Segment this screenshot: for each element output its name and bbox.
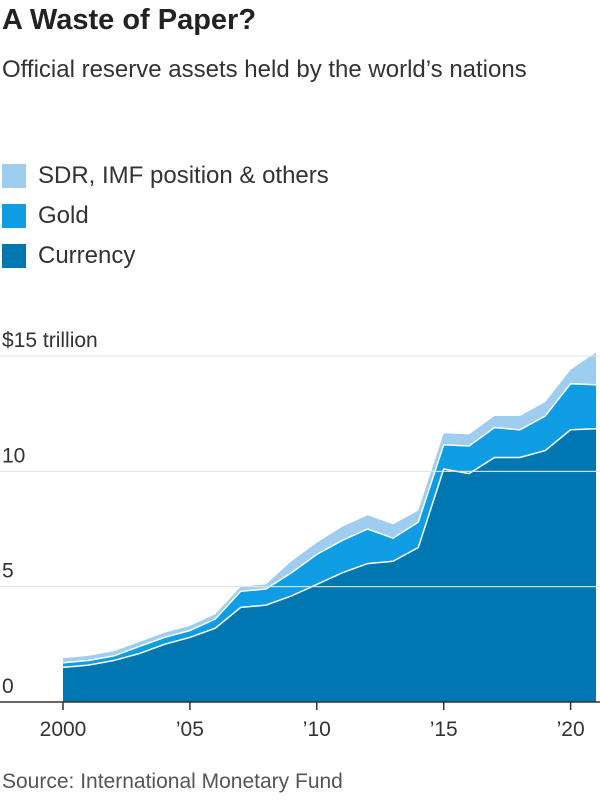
area-currency — [63, 428, 596, 702]
x-tick-label: ’15 — [430, 718, 458, 741]
legend-label-currency: Currency — [38, 242, 136, 269]
legend-swatch-sdr — [2, 164, 26, 188]
area-chart: 0 5 10 $15 trillion 2000 ’05 ’10 ’15 ’20 — [0, 329, 600, 741]
source-note: Source: International Monetary Fund — [2, 770, 343, 793]
chart-title: A Waste of Paper? — [2, 4, 257, 36]
legend-item-currency: Currency — [2, 236, 329, 276]
separator-currency — [62, 427, 597, 669]
legend-swatch-gold — [2, 204, 26, 228]
legend-swatch-currency — [2, 244, 26, 268]
y-tick-label: 10 — [2, 444, 25, 467]
y-tick-label: $15 trillion — [2, 329, 98, 352]
y-tick-label: 5 — [2, 560, 14, 583]
x-tick-label: ’05 — [176, 718, 204, 741]
legend-item-gold: Gold — [2, 196, 329, 236]
chart-subtitle: Official reserve assets held by the worl… — [2, 56, 527, 83]
legend-label-gold: Gold — [38, 202, 89, 229]
separator-gold — [62, 382, 597, 664]
x-tick-label: ’20 — [557, 718, 585, 741]
legend-label-sdr: SDR, IMF position & others — [38, 162, 329, 189]
x-tick-label: 2000 — [40, 718, 87, 741]
area-gold — [63, 383, 596, 668]
legend-item-sdr: SDR, IMF position & others — [2, 156, 329, 196]
y-tick-label: 0 — [2, 675, 14, 698]
legend: SDR, IMF position & others Gold Currency — [2, 156, 329, 276]
x-tick-label: ’10 — [303, 718, 331, 741]
